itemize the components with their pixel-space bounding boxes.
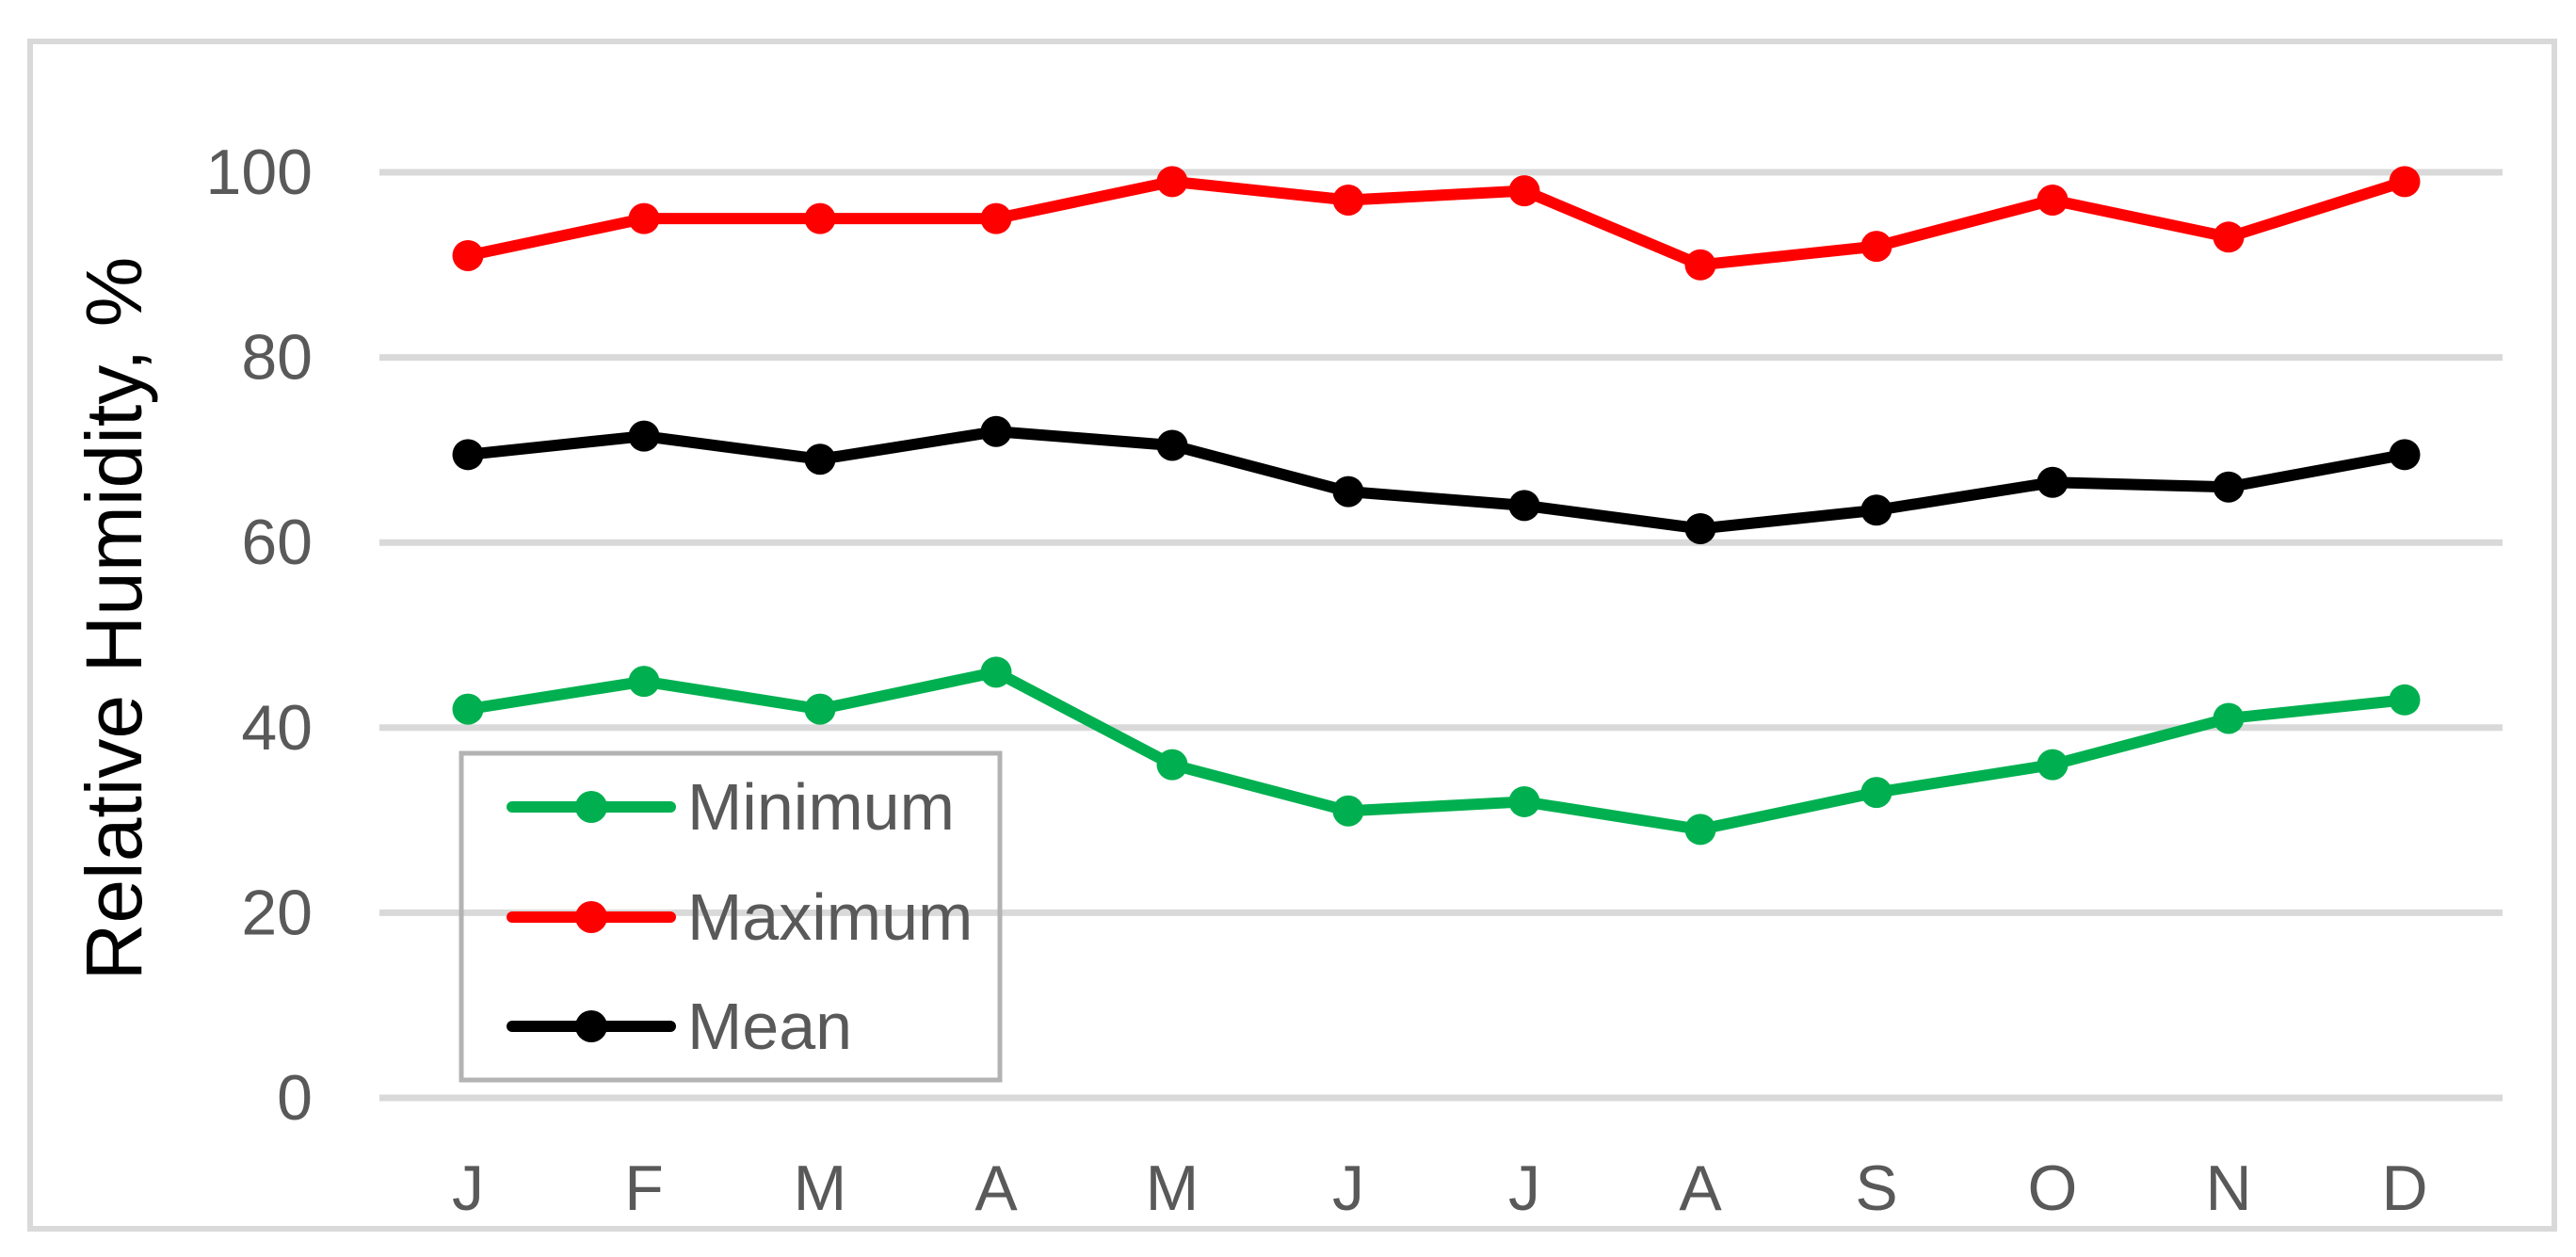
maximum-data-point-marker [2037,184,2069,216]
minimum-legend-marker-icon [575,791,607,823]
x-tick-label-4: A [974,1152,1018,1224]
y-axis-title: Relative Humidity, % [70,257,158,981]
gridlines-group [379,169,2503,1102]
y-tick-label-40: 40 [241,692,313,764]
minimum-data-point-marker [804,693,836,725]
legend-label-mean: Mean [687,990,852,1063]
mean-data-point-marker [1860,494,1892,526]
y-tick-label-80: 80 [241,322,313,394]
maximum-data-point-marker [1332,184,1364,216]
mean-series-line [462,426,2410,535]
legend-item-minimum: Minimum [507,770,955,844]
maximum-series-line [462,175,2410,271]
chart-frame-border [27,39,2557,1232]
minimum-data-point-marker [1860,777,1892,809]
maximum-data-point-marker [2213,221,2245,253]
mean-data-point-marker [1508,490,1540,522]
x-tick-label-2: F [624,1152,664,1224]
legend-label-minimum: Minimum [687,770,955,844]
minimum-data-point-marker [2389,684,2421,716]
x-tick-label-9: S [1855,1152,1897,1224]
mean-data-point-marker [980,415,1012,447]
minimum-data-point-marker [1332,795,1364,827]
y-tick-label-100: 100 [206,137,313,208]
mean-data-point-marker [804,443,836,475]
maximum-data-point-marker [1508,175,1540,207]
maximum-data-point-marker [980,202,1012,234]
x-tick-label-8: A [1679,1152,1722,1224]
x-tick-label-1: J [452,1152,484,1224]
x-tick-label-7: J [1508,1152,1540,1224]
minimum-data-point-marker [1508,785,1540,817]
legend-item-maximum: Maximum [507,880,973,954]
maximum-data-point-marker [804,202,836,234]
x-tick-label-6: J [1332,1152,1364,1224]
x-tick-label-3: M [794,1152,847,1224]
maximum-data-point-marker [1156,166,1188,198]
mean-data-point-marker [2213,471,2245,503]
x-tick-label-12: D [2381,1152,2427,1224]
minimum-data-point-marker [452,693,484,725]
mean-data-point-marker [1684,512,1716,544]
mean-data-point-marker [1332,475,1364,508]
minimum-series-line [462,666,2410,835]
y-tick-label-60: 60 [241,507,313,578]
series-group [452,166,2421,846]
mean-data-point-marker [1156,429,1188,461]
minimum-data-point-marker [1684,814,1716,846]
mean-data-point-marker [628,420,660,452]
x-tick-label-5: M [1146,1152,1199,1224]
legend-label-maximum: Maximum [687,880,973,954]
x-tick-label-11: N [2205,1152,2251,1224]
maximum-data-point-marker [1684,249,1716,281]
minimum-data-point-marker [2037,749,2069,781]
legend-border-box [459,750,1003,1083]
mean-legend-marker-icon [575,1010,607,1042]
x-tick-label-10: O [2028,1152,2078,1224]
maximum-data-point-marker [628,202,660,234]
maximum-legend-marker-icon [575,901,607,933]
mean-data-point-marker [2037,466,2069,498]
maximum-data-point-marker [1860,231,1892,263]
maximum-data-point-marker [452,239,484,271]
legend: Minimum Maximum Mean [459,750,1003,1083]
minimum-data-point-marker [2213,702,2245,734]
minimum-data-point-marker [980,656,1012,688]
minimum-data-point-marker [1156,749,1188,781]
mean-data-point-marker [2389,439,2421,471]
legend-item-mean: Mean [507,990,852,1063]
maximum-data-point-marker [2389,166,2421,198]
minimum-data-point-marker [628,666,660,698]
y-tick-label-0: 0 [277,1062,313,1134]
y-tick-label-20: 20 [241,877,313,948]
mean-data-point-marker [452,439,484,471]
y-axis-tick-labels: 0 20 40 60 80 100 [206,137,313,1134]
